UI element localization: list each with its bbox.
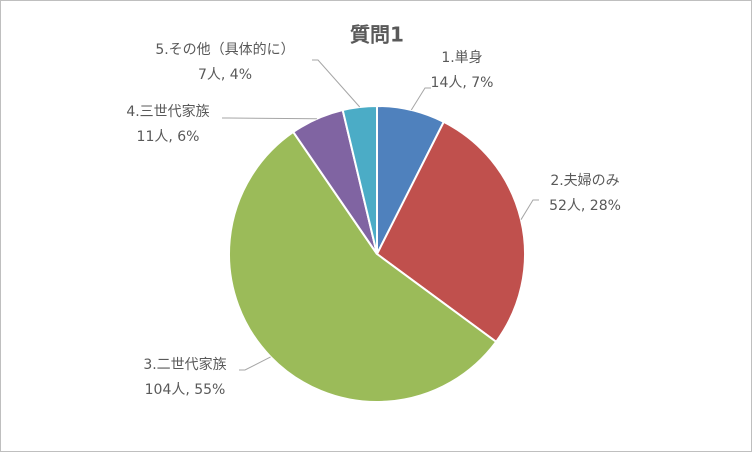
category-label: 2.夫婦のみ (550, 172, 619, 189)
pie-slice (375, 120, 526, 344)
data-label: 104人, 55% (145, 382, 226, 398)
category-label: 4.三世代家族 (126, 103, 209, 120)
category-label: 1.単身 (441, 50, 482, 66)
data-label: 52人, 28% (549, 198, 621, 214)
leader-line (520, 199, 539, 220)
category-label: 5.その他（具体的に） (155, 42, 294, 58)
chart-title: 質問1 (350, 23, 404, 47)
pie-slice (341, 104, 378, 255)
category-label: 3.二世代家族 (143, 356, 226, 373)
leader-line (312, 59, 361, 108)
data-label: 14人, 7% (431, 75, 494, 91)
pie-slice (228, 130, 498, 403)
leader-line (239, 356, 271, 371)
data-label: 7人, 4% (198, 67, 252, 83)
data-label: 11人, 6% (137, 129, 200, 145)
leader-line (222, 117, 317, 120)
leader-line (410, 87, 431, 111)
